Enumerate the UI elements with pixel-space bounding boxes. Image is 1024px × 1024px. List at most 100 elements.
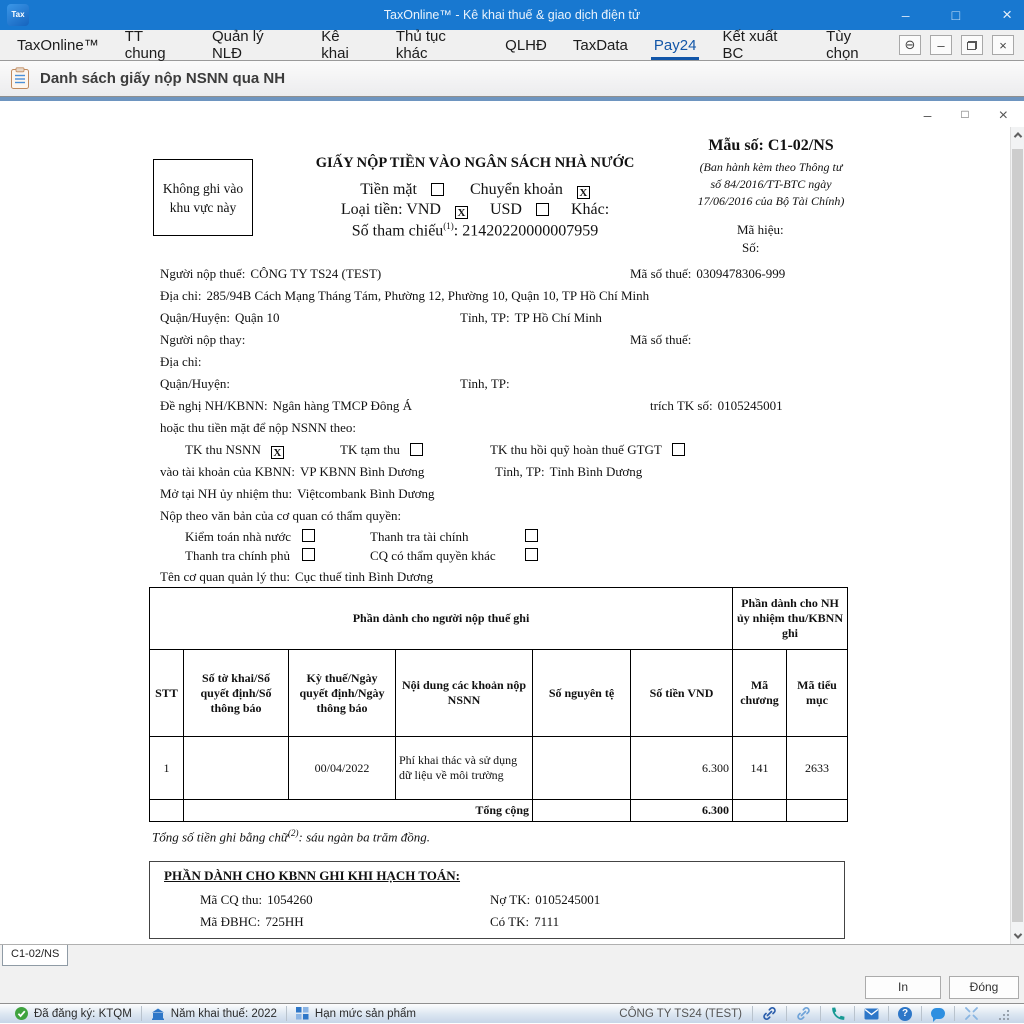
phone-button[interactable] — [821, 1006, 854, 1021]
checkbox-tk-thu-nsnn: TK thu NSNN X — [185, 442, 284, 459]
page-title: Danh sách giấy nộp NSNN qua NH — [40, 70, 286, 87]
menu-item-ket-xuat-bc[interactable]: Kết xuất BC — [722, 28, 778, 62]
status-registered: Đã đăng ký: KTQM — [6, 1007, 141, 1020]
scroll-up-button[interactable] — [1011, 127, 1024, 143]
close-icon[interactable]: × — [1002, 5, 1012, 24]
currency-usd-label: USD — [489, 201, 522, 218]
collapse-ribbon-icon[interactable]: ⊖ — [899, 35, 921, 55]
window-title: TaxOnline™ - Kê khai thuế & giao dịch đi… — [383, 8, 641, 22]
mail-button[interactable] — [855, 1008, 888, 1020]
total-amount: 6.300 — [630, 799, 733, 822]
checkbox-tk-hoan-thue: TK thu hồi quỹ hoàn thuế GTGT — [490, 442, 685, 458]
document-title: GIẤY NỘP TIỀN VÀO NGÂN SÁCH NHÀ NƯỚC — [315, 155, 635, 171]
cell-foreign-amount — [532, 736, 631, 800]
link-button[interactable] — [753, 1006, 786, 1021]
statusbar: Đã đăng ký: KTQM Năm khai thuế: 2022 Hạn… — [0, 1003, 1024, 1023]
label-thanh-tra-chinh-phu: Thanh tra chính phủ — [185, 548, 291, 563]
field-ma-cq-thu: Mã CQ thu: 1054260 — [200, 892, 313, 907]
expand-button[interactable] — [955, 1006, 988, 1021]
separator — [854, 1006, 855, 1021]
menu-item-tt-chung[interactable]: TT chung — [124, 28, 166, 62]
amount-in-words: Tổng số tiền ghi bằng chữ(2): sáu ngàn b… — [152, 828, 430, 845]
menu-item-pay24[interactable]: Pay24 — [641, 30, 710, 60]
window-controls: – □ × — [902, 0, 1012, 30]
company-name: CÔNG TY TS24 (TEST) — [619, 1007, 742, 1020]
cq-tham-quyen-khac-checkbox — [525, 548, 538, 561]
menu-item-taxdata[interactable]: TaxData — [572, 36, 628, 54]
so-label: Số: — [742, 240, 760, 255]
menu-item-taxonline[interactable]: TaxOnline™ — [17, 36, 99, 54]
kbnn-box-title: PHẦN DÀNH CHO KBNN GHI KHI HẠCH TOÁN: — [164, 868, 461, 883]
transfer-checkbox: X — [576, 186, 590, 199]
child-minimize-icon[interactable]: – — [923, 107, 932, 123]
field-district2: Quận/Huyện: — [160, 376, 231, 391]
field-address2: Địa chỉ: — [160, 354, 202, 369]
link-alt-button[interactable] — [787, 1006, 820, 1021]
minimize-icon[interactable]: – — [901, 7, 910, 23]
mdi-close-icon[interactable]: × — [992, 35, 1014, 55]
field-substitute-payer: Người nộp thay: — [160, 332, 246, 347]
chat-button[interactable] — [922, 1008, 954, 1022]
registered-label: Đã đăng ký: KTQM — [34, 1007, 132, 1020]
status-tax-year: Năm khai thuế: 2022 — [142, 1007, 286, 1020]
link-alt-icon — [797, 1007, 810, 1020]
table-row: 1 00/04/2022 Phí khai thác và sử dụng dữ… — [149, 736, 848, 800]
status-product-limit: Hạn mức sản phẩm — [287, 1007, 425, 1020]
separator — [954, 1006, 955, 1021]
menu-item-tuy-chon[interactable]: Tùy chọn — [826, 28, 859, 62]
link-icon — [763, 1007, 776, 1020]
child-maximize-icon[interactable]: □ — [961, 107, 969, 121]
scrollbar-thumb[interactable] — [1012, 149, 1023, 922]
grid-icon — [295, 1007, 309, 1020]
child-close-icon[interactable]: × — [998, 107, 1008, 124]
th-subsection: Mã tiểu mục — [786, 649, 848, 737]
checkbox-tk-tam-thu: TK tạm thu — [340, 442, 423, 458]
separator — [285, 1006, 287, 1021]
menubar: TaxOnline™ TT chung Quản lý NLĐ Kê khai … — [0, 28, 1024, 62]
field-province2: Tỉnh, TP: — [460, 376, 510, 391]
mdi-minimize-icon[interactable]: – — [930, 35, 952, 55]
menu-item-thu-tuc-khac[interactable]: Thủ tục khác — [395, 28, 446, 62]
vertical-scrollbar[interactable] — [1010, 127, 1024, 944]
thanh-tra-chinh-phu-checkbox — [302, 548, 315, 561]
reference-superscript: (1) — [443, 221, 454, 231]
kbnn-accounting-box: PHẦN DÀNH CHO KBNN GHI KHI HẠCH TOÁN: Mã… — [149, 861, 845, 939]
field-taxid: Mã số thuế: 0309478306-999 — [630, 266, 786, 281]
table-group-header-left: Phần dành cho người nộp thuế ghi — [149, 587, 733, 650]
cell-content: Phí khai thác và sử dụng dữ liệu về môi … — [395, 736, 533, 800]
separator — [820, 1006, 821, 1021]
bottom-panel: C1-02/NS In Đóng — [0, 944, 1024, 1003]
payment-items-table: Phần dành cho người nộp thuế ghi Phần dà… — [149, 587, 848, 822]
menu-item-qlhd[interactable]: QLHĐ — [505, 36, 547, 54]
field-taxpayer: Người nộp thuế: CÔNG TY TS24 (TEST) — [160, 266, 382, 281]
field-authority-note: Nộp theo văn bản của cơ quan có thẩm quy… — [160, 508, 402, 523]
scroll-down-button[interactable] — [1011, 928, 1024, 944]
separator — [921, 1006, 922, 1021]
resize-grip-icon — [997, 1008, 1009, 1020]
label-kiem-toan: Kiểm toán nhà nước — [185, 529, 291, 544]
cell-subsection: 2633 — [786, 736, 848, 800]
field-collecting-agency: Tên cơ quan quản lý thu: Cục thuế tỉnh Bì… — [160, 569, 434, 584]
th-chapter: Mã chương — [732, 649, 787, 737]
tab-c1-02-ns[interactable]: C1-02/NS — [2, 945, 69, 966]
phone-icon — [832, 1007, 845, 1020]
cell-chapter: 141 — [732, 736, 787, 800]
maximize-icon[interactable]: □ — [951, 7, 961, 23]
help-button[interactable]: ? — [889, 1006, 921, 1021]
print-button[interactable]: In — [865, 976, 941, 999]
menu-item-ke-khai[interactable]: Kê khai — [321, 28, 349, 62]
chevron-up-icon — [1013, 132, 1022, 141]
resize-grip[interactable] — [988, 1008, 1018, 1020]
menu-item-quan-ly-nld[interactable]: Quản lý NLĐ — [211, 28, 264, 62]
separator — [752, 1006, 753, 1021]
tk-thu-nsnn-checkbox: X — [270, 446, 284, 459]
field-substitute-taxid: Mã số thuế: — [630, 332, 692, 347]
close-button[interactable]: Đóng — [949, 976, 1019, 999]
th-stt: STT — [149, 649, 184, 737]
form-number: Mẫu số: C1-02/NS — [708, 137, 834, 154]
cash-checkbox — [430, 183, 444, 196]
chat-icon — [931, 1008, 945, 1022]
mdi-restore-icon[interactable] — [961, 35, 983, 55]
document-viewer: – □ × Không ghi vào khu vực này GIẤY NỘP… — [0, 101, 1024, 944]
currency-other-label: Khác: — [570, 201, 610, 218]
